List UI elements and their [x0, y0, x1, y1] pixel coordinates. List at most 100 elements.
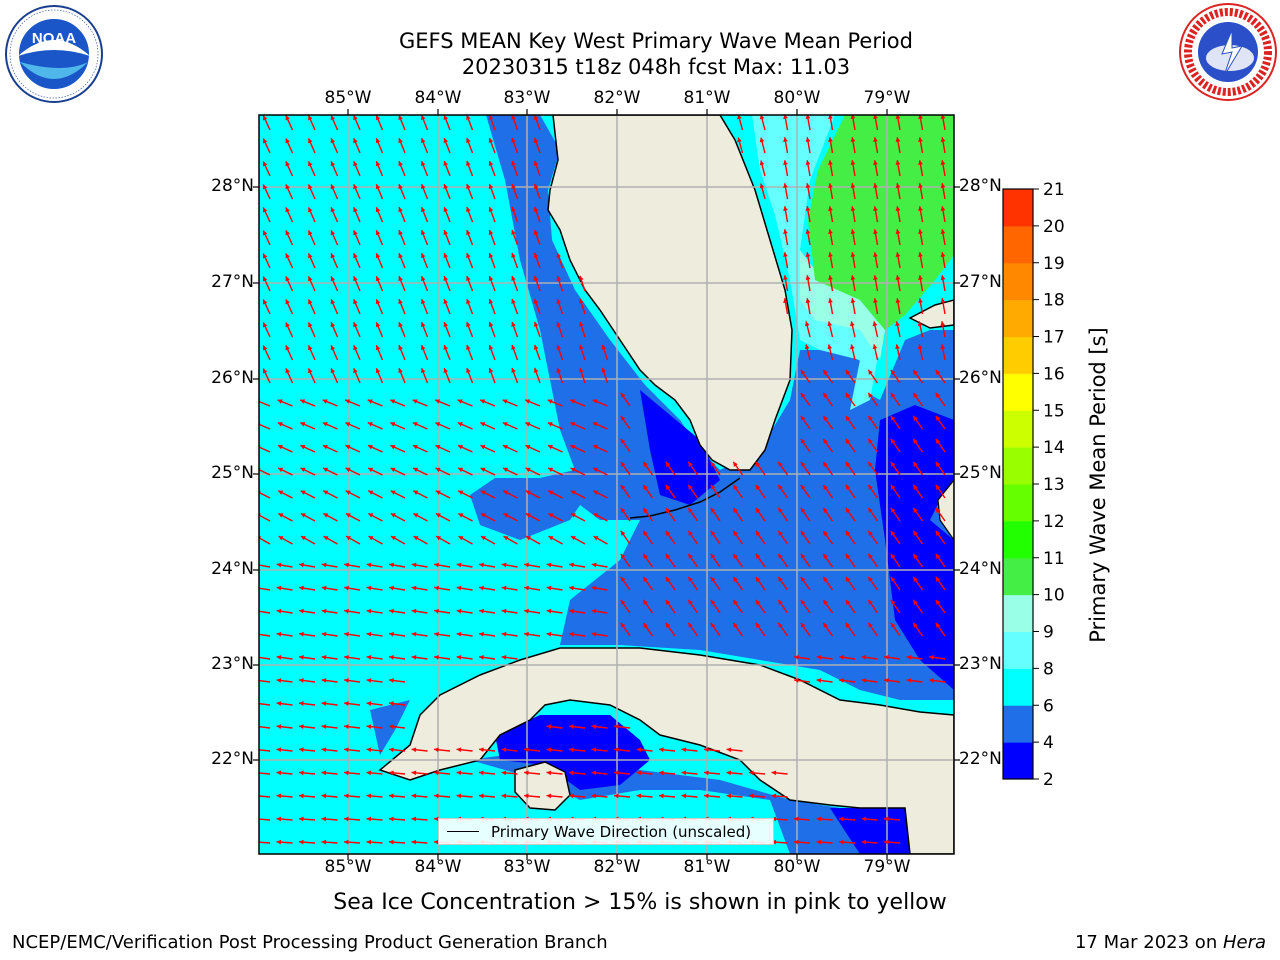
wave-direction-arrow	[929, 678, 946, 683]
colorbar-tick-label: 14	[1043, 438, 1065, 458]
wave-direction-arrow	[353, 298, 361, 315]
wave-direction-arrow	[321, 631, 338, 637]
wave-direction-arrow	[895, 115, 901, 131]
wave-direction-arrow	[777, 622, 789, 637]
wave-direction-arrow	[755, 461, 766, 476]
wave-direction-arrow	[850, 115, 856, 131]
wave-direction-arrow	[488, 115, 496, 131]
wave-direction-arrow	[262, 115, 271, 131]
wave-direction-arrow	[570, 512, 586, 522]
colorbar: 2 4 6 8 9 10 11 12 13 14 15 16 17 18 19 20 21	[1002, 180, 1065, 790]
wave-direction-arrow	[935, 369, 946, 384]
wave-direction-arrow	[547, 467, 563, 476]
wave-direction-arrow	[345, 467, 361, 476]
wave-direction-arrow	[805, 298, 811, 315]
wave-direction-arrow	[533, 160, 541, 177]
wave-direction-arrow	[502, 490, 518, 499]
wave-direction-arrow	[330, 115, 339, 131]
wave-direction-arrow	[912, 369, 924, 384]
longitude-label: 85°W	[324, 857, 372, 877]
wave-direction-arrow	[525, 467, 541, 476]
wave-direction-arrow	[285, 161, 294, 177]
wave-direction-arrow	[322, 490, 338, 499]
wave-direction-arrow	[300, 512, 316, 522]
wave-direction-arrow	[732, 553, 744, 568]
wave-direction-arrow	[800, 507, 811, 522]
wave-direction-arrow	[783, 137, 789, 154]
wave-direction-arrow	[366, 839, 383, 845]
wave-direction-arrow	[501, 631, 518, 637]
wave-direction-arrow	[940, 160, 946, 177]
wave-direction-arrow	[873, 252, 879, 269]
wave-direction-arrow	[466, 183, 474, 200]
wave-direction-arrow	[330, 276, 339, 292]
wave-direction-arrow	[569, 793, 586, 799]
wave-direction-arrow	[783, 229, 789, 246]
wave-direction-arrow	[502, 444, 518, 453]
wave-direction-arrow	[710, 461, 721, 476]
wave-direction-arrow	[344, 678, 361, 683]
wave-direction-arrow	[479, 631, 496, 637]
wave-direction-arrow	[687, 622, 699, 637]
wave-direction-arrow	[525, 512, 541, 522]
wave-direction-arrow	[665, 576, 676, 591]
wave-direction-arrow	[456, 562, 473, 568]
wave-direction-arrow	[390, 421, 406, 430]
wave-direction-arrow	[828, 206, 834, 223]
wave-direction-arrow	[277, 467, 293, 476]
wave-direction-arrow	[321, 747, 338, 753]
latitude-label: 28°N	[211, 176, 254, 196]
wave-direction-arrow	[642, 622, 654, 637]
wave-direction-arrow	[884, 678, 901, 683]
wave-direction-arrow	[935, 553, 946, 568]
wave-direction-arrow	[398, 160, 406, 177]
wave-direction-arrow	[276, 816, 293, 822]
longitude-label: 80°W	[773, 88, 821, 108]
wave-direction-arrow	[659, 770, 676, 776]
colorbar-segment	[1003, 520, 1033, 559]
wave-direction-arrow	[918, 229, 924, 246]
longitude-label: 84°W	[414, 857, 462, 877]
wave-direction-arrow	[298, 839, 316, 845]
wave-direction-arrow	[620, 622, 631, 637]
wave-direction-arrow	[480, 467, 496, 476]
latitude-label: 24°N	[959, 559, 1002, 579]
wave-direction-arrow	[321, 701, 338, 706]
wave-direction-arrow	[935, 507, 946, 522]
wave-direction-arrow	[681, 747, 698, 753]
wave-direction-arrow	[259, 656, 271, 660]
wave-direction-arrow	[367, 490, 383, 499]
wave-direction-arrow	[367, 421, 383, 430]
wave-direction-arrow	[777, 599, 789, 614]
wave-direction-arrow	[845, 622, 856, 637]
wave-direction-arrow	[479, 770, 496, 776]
wave-direction-arrow	[524, 585, 541, 591]
wave-direction-arrow	[259, 818, 271, 821]
wave-direction-arrow	[579, 275, 586, 292]
wave-direction-arrow	[659, 793, 676, 799]
wave-direction-arrow	[867, 461, 879, 476]
wave-period-2-4s-region-east	[875, 405, 954, 690]
wave-direction-arrow	[299, 399, 316, 407]
wave-direction-arrow	[262, 345, 271, 361]
wave-direction-arrow	[912, 507, 924, 522]
wave-direction-arrow	[816, 839, 833, 845]
footer-date-text: 17 Mar 2023 on	[1074, 932, 1223, 953]
wave-direction-arrow	[285, 253, 294, 269]
wave-direction-arrow	[591, 747, 608, 753]
wave-direction-arrow	[873, 275, 879, 292]
wave-direction-arrow	[466, 115, 474, 131]
wave-direction-arrow	[777, 553, 789, 568]
wave-direction-arrow	[488, 183, 496, 200]
wave-direction-arrow	[533, 321, 541, 338]
wave-direction-arrow	[488, 206, 496, 223]
wave-direction-arrow	[867, 415, 879, 430]
wave-direction-arrow	[300, 444, 316, 453]
wave-direction-arrow	[873, 229, 879, 246]
wave-direction-arrow	[488, 160, 496, 177]
wave-direction-arrow	[307, 138, 316, 154]
wave-direction-arrow	[732, 461, 744, 476]
wave-direction-arrow	[321, 816, 338, 822]
wave-direction-arrow	[912, 553, 924, 568]
wave-direction-arrow	[488, 298, 496, 315]
